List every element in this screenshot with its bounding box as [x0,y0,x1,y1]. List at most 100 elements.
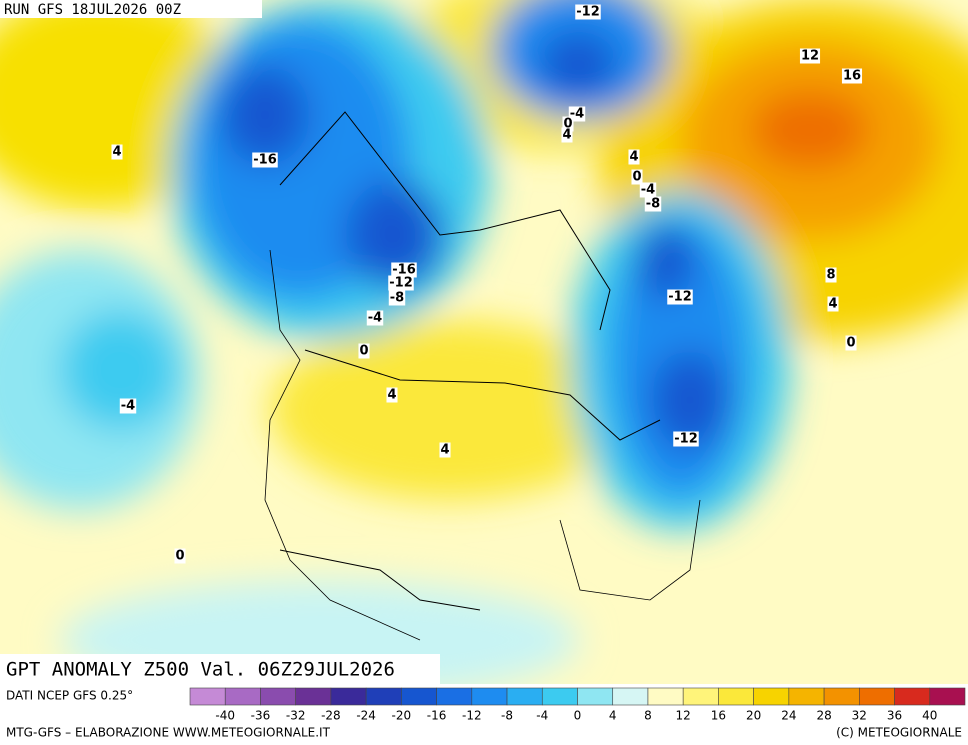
contour-label: 4 [387,388,396,403]
colorbar-tick-label: 28 [816,709,831,723]
colorbar-swatch [929,687,966,706]
contour-label-bg [439,442,451,458]
contour-label-bg [386,387,398,403]
contour-label-bg [841,68,863,84]
map-title: GPT ANOMALY Z500 Val. 06Z29JUL2026 [6,659,395,681]
colorbar-tick-label: -12 [462,709,482,723]
colorbar-swatch [647,687,684,706]
credit-left: MTG-GFS – ELABORAZIONE WWW.METEOGIORNALE… [6,726,331,740]
contour-label-bg [391,262,417,278]
contour-label-bg [252,152,278,168]
contour-label: 4 [562,128,571,143]
colorbar-tick-label: -28 [321,709,341,723]
colorbar-swatch [718,687,754,706]
run-label: RUN GFS 18JUL2026 00Z [4,2,181,18]
contour-label: 8 [826,268,835,283]
contour-label-bg [639,182,657,198]
contour-label: 4 [828,297,837,312]
contour-label: -8 [390,291,404,306]
contour-label: -16 [392,263,416,278]
colorbar-tick-label: 20 [746,709,761,723]
colorbar-swatch [436,687,473,706]
contour-label: 0 [846,336,855,351]
colorbar-swatch [189,687,226,706]
colorbar-swatch [894,687,931,706]
source: DATI NCEP GFS 0.25° [6,689,133,703]
contour-label: -4 [641,183,655,198]
colorbar-swatch [859,687,895,706]
contour-label-bg [388,275,414,291]
colorbar-tick-label: 0 [574,709,582,723]
contour-label-bg [644,196,662,212]
contour-label-bg [111,144,123,160]
colorbar-swatch [401,687,437,706]
contour-label-bg [174,548,186,564]
colorbar-swatch [682,687,719,706]
contour-label-bg [366,310,384,326]
contour-label-bg [667,289,693,305]
colorbar-tick-label: -40 [215,709,235,723]
colorbar-tick-label: 4 [609,709,617,723]
colorbar-swatch [260,687,296,706]
contour-label-bg [673,431,699,447]
colorbar-tick-label: -20 [392,709,412,723]
contour-label: -12 [389,276,413,291]
map [0,0,968,684]
contour-label: 4 [440,443,449,458]
colorbar-tick-label: 40 [922,709,937,723]
contour-label: 0 [632,170,641,185]
colorbar-swatch [471,687,508,706]
contour-label: 0 [175,549,184,564]
contour-label: 16 [843,69,861,84]
colorbar-tick-label: 8 [644,709,652,723]
header-box [0,0,262,18]
title-box [0,654,440,684]
contour-label: -12 [576,5,600,20]
contour-label: 4 [629,150,638,165]
colorbar-tick-label: -8 [501,709,513,723]
colorbar-swatch [577,687,614,706]
contour-label-bg [845,335,857,351]
colorbar-tick-label: -4 [536,709,548,723]
contour-label-bg [119,398,137,414]
colorbar-tick-label: 12 [676,709,691,723]
contour-label-bg [575,4,601,20]
colorbar-swatch [788,687,825,706]
contour-label-bg [358,343,370,359]
colorbar-swatch [224,687,261,706]
colorbar-tick-label: 36 [887,709,902,723]
credit-right: (C) METEOGIORNALE [836,726,962,740]
colorbar-swatch [753,687,790,706]
colorbar-tick-label: 32 [852,709,867,723]
colorbar-swatch [541,687,578,706]
colorbar-tick-label: 24 [781,709,796,723]
colorbar-tick-label: -36 [251,709,271,723]
contour-label-bg [388,290,406,306]
colorbar-tick-label: -16 [427,709,447,723]
contour-label-bg [562,116,574,132]
colorbar-swatch [295,687,332,706]
colorbar-tick-label: -32 [286,709,306,723]
colorbar-swatch [365,687,402,706]
contour-label: 12 [801,49,819,64]
contour-label-bg [631,169,643,185]
colorbar-swatch [330,687,367,706]
contour-label-bg [628,149,640,165]
colorbar-tick-label: 16 [711,709,726,723]
contour-label: 0 [359,344,368,359]
contour-label-bg [827,296,839,312]
contour-label-bg [799,48,821,64]
colorbar-swatch [823,687,860,706]
contour-label: -8 [646,197,660,212]
contour-label: -12 [674,432,698,447]
contour-label: 0 [563,117,572,132]
contour-label-bg [825,267,837,283]
contour-label-bg [561,127,573,143]
contour-label: -16 [253,153,277,168]
colorbar-tick-label: -24 [356,709,376,723]
contour-label: -12 [668,290,692,305]
colorbar-swatch [506,687,543,706]
contour-label: -4 [121,399,135,414]
colorbar-swatch [612,687,649,706]
